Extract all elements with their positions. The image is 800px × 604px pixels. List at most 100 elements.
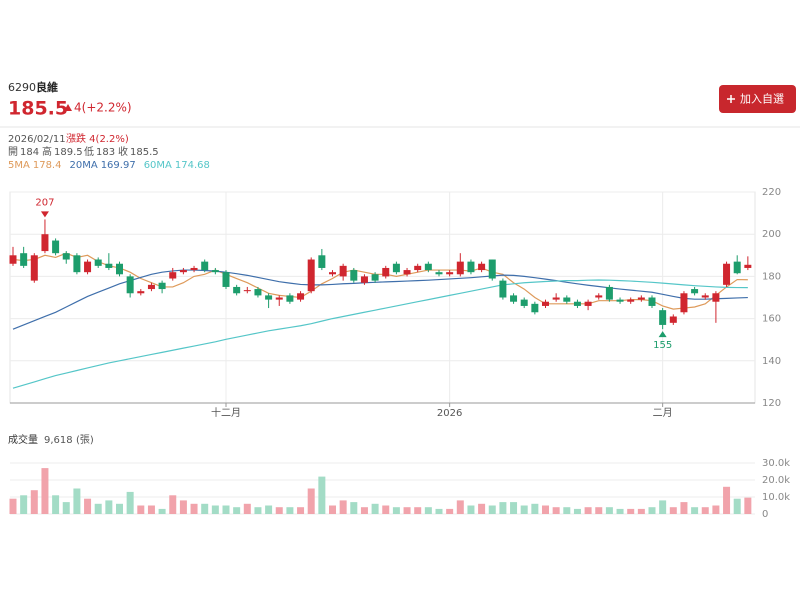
volume-bar	[691, 507, 699, 514]
y-tick-label: 20.0k	[762, 475, 790, 486]
volume-bar	[669, 507, 677, 514]
candle-body	[691, 289, 699, 294]
candle-body	[595, 295, 603, 298]
candle-body	[20, 253, 28, 266]
candle-body	[105, 263, 113, 268]
volume-bar	[307, 488, 315, 514]
volume-bar	[435, 508, 443, 514]
volume-bar	[318, 476, 326, 514]
volume-bar	[595, 507, 603, 514]
candle-body	[573, 301, 581, 306]
high-marker	[40, 211, 49, 218]
candle-body	[254, 289, 262, 296]
stock-code: 6290	[8, 81, 36, 94]
volume-bar	[488, 505, 496, 514]
candle-body	[701, 295, 709, 298]
candle-body	[126, 276, 134, 294]
low-marker	[658, 331, 667, 338]
stock-name: 良維	[36, 80, 58, 94]
candle-body	[179, 270, 187, 273]
volume-latest: 9,618	[44, 435, 73, 446]
candle-body	[350, 270, 358, 281]
candle-body	[627, 299, 635, 302]
close-value: 185.5	[130, 147, 159, 158]
y-tick-label: 140	[762, 356, 781, 367]
candle-body	[542, 301, 549, 306]
candle-body	[403, 270, 411, 275]
candle-body	[435, 272, 443, 275]
open-label: 開	[8, 146, 18, 158]
candle-body	[243, 290, 251, 292]
volume-bar	[329, 505, 336, 514]
volume-bar	[520, 505, 528, 514]
volume-bar	[478, 503, 486, 514]
candle-body	[563, 297, 571, 302]
volume-bar	[254, 507, 262, 514]
x-tick-label: 二月	[653, 407, 673, 419]
volume-bar	[275, 507, 283, 514]
candle-body	[712, 293, 720, 302]
volume-bar	[360, 507, 368, 514]
candle-body	[297, 293, 305, 300]
volume-bar	[105, 500, 113, 514]
candle-body	[414, 265, 422, 271]
price-change: 4(+2.2%)	[74, 101, 132, 115]
volume-bar	[350, 502, 358, 514]
plus-icon	[727, 95, 735, 103]
candle-body	[265, 295, 273, 300]
volume-bar	[30, 490, 38, 514]
volume-bar	[446, 508, 454, 514]
volume-bar	[573, 508, 581, 514]
candle-body	[424, 263, 432, 271]
volume-bar	[637, 508, 645, 514]
candle-body	[680, 293, 688, 313]
candle-body	[286, 295, 294, 302]
volume-bar	[62, 502, 70, 514]
candle-body	[510, 295, 518, 302]
y-tick-label: 160	[762, 314, 781, 325]
legend-value: 174.68	[175, 160, 210, 171]
volume-bar	[424, 507, 432, 514]
volume-bar	[499, 502, 507, 514]
volume-bar	[41, 468, 49, 514]
candle-body	[552, 297, 560, 300]
candle-body	[392, 263, 400, 273]
volume-bar	[20, 495, 28, 514]
volume-title: 成交量	[8, 433, 38, 446]
candle-body	[744, 264, 752, 268]
close-label: 收	[118, 145, 128, 158]
price: 185.5	[8, 98, 68, 120]
candle-body	[30, 255, 38, 281]
candle-body	[329, 272, 336, 275]
volume-bar	[467, 505, 475, 514]
add-watchlist-button[interactable]	[719, 85, 796, 113]
candle-body	[456, 261, 464, 275]
volume-bar	[84, 498, 92, 514]
candle-body	[190, 267, 198, 271]
candle-body	[659, 310, 667, 325]
volume-bar	[552, 507, 560, 514]
volume-bar	[339, 500, 347, 514]
y-tick-label: 10.0k	[762, 492, 790, 503]
candle-body	[9, 255, 17, 264]
legend-name: 20MA	[69, 160, 97, 171]
volume-bar	[286, 507, 294, 514]
volume-bar	[73, 488, 81, 514]
y-tick-label: 180	[762, 271, 781, 282]
candle-body	[275, 297, 283, 300]
volume-bar	[201, 503, 209, 514]
volume-bar	[297, 507, 305, 514]
candle-body	[723, 263, 731, 285]
candle-body	[360, 276, 368, 283]
candle-body	[158, 282, 166, 290]
candle-body	[339, 265, 347, 277]
candle-body	[307, 259, 315, 292]
candle-body	[669, 316, 677, 323]
volume-bar	[116, 503, 123, 514]
y-tick-label: 30.0k	[762, 458, 790, 469]
legend-name: 60MA	[144, 160, 172, 171]
volume-bar	[147, 505, 155, 514]
volume-bar	[744, 497, 752, 514]
volume-bar	[243, 503, 251, 514]
volume-bar	[233, 507, 241, 514]
